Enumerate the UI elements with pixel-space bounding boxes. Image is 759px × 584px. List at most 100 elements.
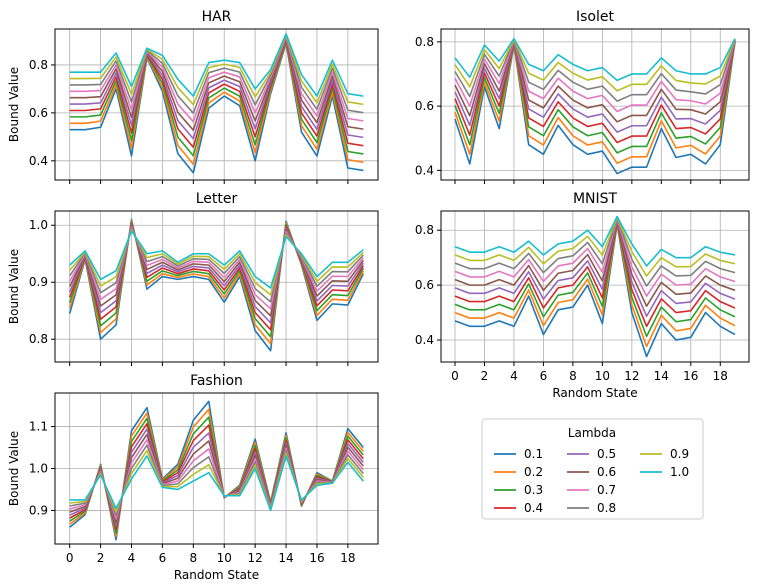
series-line-lambda-0.5 [68,223,364,324]
series-line-lambda-0.6 [454,39,736,123]
y-tick-label: 1.1 [29,420,48,434]
subplot-letter: 0.8 0.9 1.0 Letter Bound Value [7,191,379,366]
series-line-lambda-0.7 [69,36,364,123]
subplot-title: Fashion [190,373,243,389]
series-line-lambda-0.9 [454,216,736,277]
series-line-lambda-0.8 [69,35,364,114]
y-tick-label: 0.4 [415,333,434,347]
subplot-title: HAR [202,9,232,25]
series-line-lambda-0.9 [454,38,736,92]
series-line-lambda-0.2 [454,223,736,348]
x-tick-label: 2 [481,369,489,383]
y-tick-label: 0.4 [415,163,434,177]
series-line-lambda-0.8 [454,217,736,287]
series-line-lambda-0.3 [454,222,736,338]
x-tick-label: 6 [540,369,548,383]
y-tick-label: 0.6 [415,278,434,292]
legend-item-0.2: 0.2 [494,465,543,479]
legend-item-0.1: 0.1 [494,447,543,461]
series-line-lambda-0.3 [454,41,736,154]
x-tick-label: 12 [247,551,262,565]
legend-title: Lambda [568,426,616,440]
legend-item-0.6: 0.6 [567,465,616,479]
legend-label: 0.8 [597,501,616,515]
legend-label: 0.4 [524,501,543,515]
y-tick-label: 1.0 [29,218,48,232]
series-line-lambda-0.6 [454,219,736,307]
series-line-lambda-0.2 [69,41,364,166]
legend-item-1.0: 1.0 [640,465,689,479]
x-tick-label: 0 [451,369,459,383]
x-tick-label: 14 [654,369,669,383]
series-line-lambda-0.8 [69,227,364,303]
x-tick-label: 10 [595,369,610,383]
series-line-lambda-1.0 [69,32,364,97]
x-tick-label: 12 [624,369,639,383]
series-line-lambda-0.3 [68,221,365,338]
series-line-lambda-0.1 [69,42,364,174]
series-line-lambda-0.5 [454,220,736,318]
series-line-lambda-0.4 [68,222,365,331]
series-line-lambda-0.5 [454,40,736,133]
series-line-lambda-0.2 [68,220,365,345]
series-line-lambda-0.9 [69,34,364,106]
axes-frame [54,210,379,363]
x-tick-label: 14 [278,551,293,565]
subplot-mnist: 0.4 0.6 0.8 0 2 4 6 8 10 12 14 16 18 MNIST Random Stat… [415,191,750,400]
x-axis-label: Random State [552,386,637,400]
subplot-isolet: 0.4 0.6 0.8 Isolet [415,9,750,184]
x-axis-label: Random State [174,568,259,582]
x-tick-label: 4 [128,551,136,565]
series-line-lambda-0.3 [69,40,364,157]
series-line-lambda-0.4 [69,39,364,149]
legend-label: 0.3 [524,483,543,497]
series-line-lambda-0.5 [69,38,364,140]
legend-label: 0.1 [524,447,543,461]
legend-item-0.7: 0.7 [567,483,616,497]
series-line-lambda-0.2 [454,41,736,165]
legend-label: 0.2 [524,465,543,479]
y-tick-label: 0.8 [29,332,48,346]
y-tick-label: 0.6 [415,99,434,113]
series-line-lambda-0.1 [454,41,736,175]
y-tick-label: 0.8 [415,223,434,237]
legend-item-0.5: 0.5 [567,447,616,461]
y-axis-label: Bound Value [7,67,21,142]
series-line-lambda-0.7 [454,218,736,297]
axes-frame [440,210,750,363]
axes-frame [440,28,750,181]
x-tick-label: 16 [683,369,698,383]
legend-label: 0.7 [597,483,616,497]
legend-label: 0.5 [597,447,616,461]
legend-frame [481,418,704,520]
x-tick-label: 8 [189,551,197,565]
x-tick-label: 4 [510,369,518,383]
y-axis-label: Bound Value [7,431,21,506]
legend: Lambda 0.1 0.2 0.3 0.4 0.5 0.6 0.7 0.8 0.9 1.0 [481,418,704,520]
y-axis-label: Bound Value [7,249,21,324]
subplot-title: MNIST [573,191,618,207]
subplot-title: Letter [196,191,238,207]
y-tick-label: 1.0 [29,462,48,476]
subplot-grid: 0.4 0.6 0.8 HAR Bound Value 0.4 0.6 0.8 Isolet 0.… [7,9,750,582]
y-tick-label: 0.6 [29,106,48,120]
subplot-fashion: 0.9 1.0 1.1 0 2 4 6 8 10 12 14 16 18 Fashion Bound Val… [7,373,379,582]
x-tick-label: 6 [159,551,167,565]
series-line-lambda-0.4 [454,40,736,144]
legend-label: 0.6 [597,465,616,479]
series-line-lambda-0.1 [454,223,736,358]
series-line-lambda-0.6 [68,225,364,317]
x-tick-label: 10 [217,551,232,565]
subplot-har: 0.4 0.6 0.8 HAR Bound Value [7,9,379,184]
y-tick-label: 0.9 [29,275,48,289]
series-line-lambda-0.6 [69,37,364,131]
series-line-lambda-1.0 [454,215,736,267]
x-tick-label: 8 [569,369,577,383]
legend-items: 0.1 0.2 0.3 0.4 0.5 0.6 0.7 0.8 0.9 1.0 [494,447,689,515]
legend-item-0.8: 0.8 [567,501,616,515]
legend-item-0.4: 0.4 [494,501,543,515]
subplot-title: Isolet [576,9,614,25]
series-line-lambda-1.0 [69,455,364,512]
x-tick-label: 2 [97,551,105,565]
